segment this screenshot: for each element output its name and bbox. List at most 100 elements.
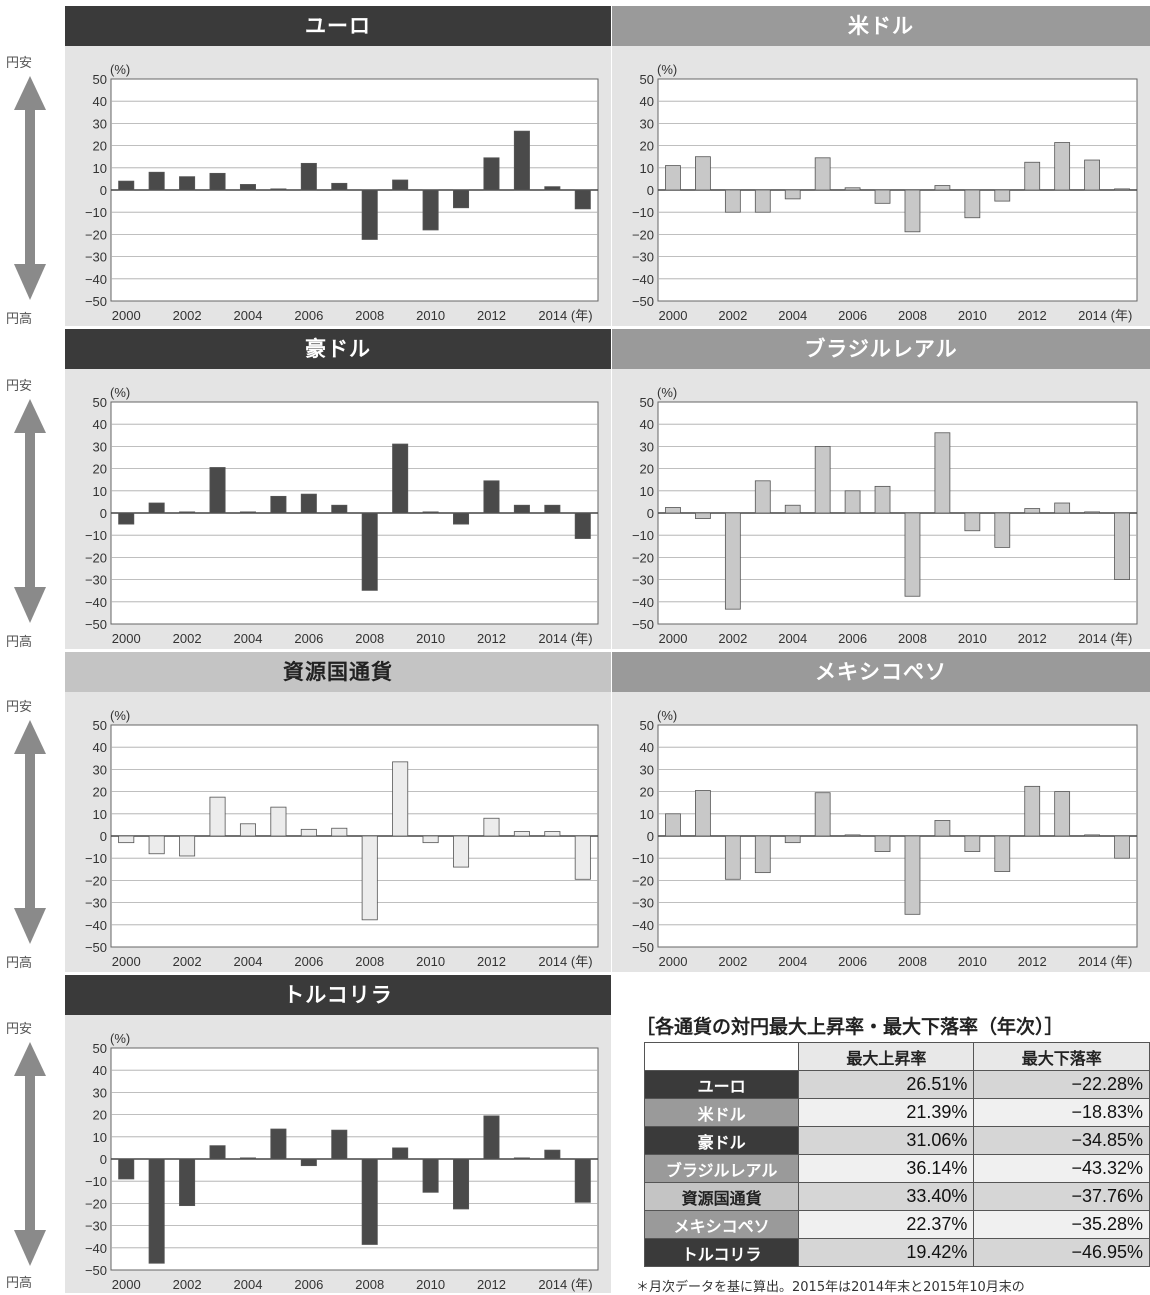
y-tick-label: 50 xyxy=(93,72,107,87)
y-axis-unit: (%) xyxy=(110,62,130,77)
bar xyxy=(300,828,317,837)
table-header-max-rise: 最大上昇率 xyxy=(798,1042,975,1071)
bar xyxy=(300,1158,317,1167)
x-tick-label: 2006 xyxy=(294,1277,323,1292)
bar xyxy=(209,467,226,514)
bar xyxy=(300,493,317,514)
bar xyxy=(904,189,921,233)
y-tick-label: 10 xyxy=(93,484,107,499)
x-tick-label: 2012 xyxy=(477,1277,506,1292)
bar xyxy=(453,835,470,868)
chart-title: 資源国通貨 xyxy=(65,652,611,692)
x-tick-label: 2004 xyxy=(234,1277,263,1292)
y-tick-label: 50 xyxy=(93,395,107,410)
x-tick-label: 2010 xyxy=(416,631,445,646)
bar xyxy=(934,432,951,514)
x-tick-label: 2012 xyxy=(1018,308,1047,323)
bar xyxy=(874,485,891,514)
x-tick-label: 2014 (年) xyxy=(1078,308,1132,323)
x-tick-label: 2014 (年) xyxy=(538,954,592,969)
bar xyxy=(544,504,561,514)
bar xyxy=(118,835,135,844)
bar xyxy=(331,1129,348,1160)
y-tick-label: −40 xyxy=(632,272,654,287)
bar xyxy=(179,176,196,191)
bar xyxy=(453,189,470,209)
bar xyxy=(148,1158,165,1264)
x-tick-label: 2012 xyxy=(1018,631,1047,646)
double-arrow-icon xyxy=(14,76,46,300)
y-tick-label: 20 xyxy=(640,139,654,154)
y-tick-label: −40 xyxy=(85,595,107,610)
row-max-rise: 33.40% xyxy=(798,1182,975,1211)
y-axis-unit: (%) xyxy=(110,385,130,400)
table-header-max-fall: 最大下落率 xyxy=(973,1042,1150,1071)
y-tick-label: 20 xyxy=(93,462,107,477)
x-tick-label: 2008 xyxy=(898,954,927,969)
y-tick-label: −20 xyxy=(632,873,654,888)
chart-panel-aud: 豪ドル 50 40 30 20 10 0 −10 −20 −30 −40 −50 (%) 2000 200… xyxy=(65,329,611,649)
bar xyxy=(118,180,135,191)
bar xyxy=(784,835,801,844)
x-tick-label: 2000 xyxy=(112,631,141,646)
bar xyxy=(934,185,951,191)
y-tick-label: −50 xyxy=(85,1263,107,1278)
bar xyxy=(361,1158,378,1245)
row-currency-name: トルコリラ xyxy=(643,1238,800,1267)
y-tick-label: −40 xyxy=(632,595,654,610)
bar xyxy=(361,835,378,921)
row-max-fall: −43.32% xyxy=(973,1154,1150,1183)
bar xyxy=(844,187,861,191)
y-tick-label: 20 xyxy=(640,462,654,477)
bar xyxy=(1024,785,1041,837)
bar xyxy=(754,189,771,213)
x-tick-label: 2002 xyxy=(718,631,747,646)
bar xyxy=(209,796,226,837)
table-title: ［各通貨の対円最大上昇率・最大下落率（年次）］ xyxy=(636,1016,1064,1038)
x-tick-label: 2010 xyxy=(958,308,987,323)
bar xyxy=(392,179,409,191)
y-tick-label: 10 xyxy=(93,161,107,176)
y-tick-label: 50 xyxy=(640,718,654,733)
chart-panel-try: トルコリラ 50 40 30 20 10 0 −10 −20 −30 −40 −50 (%) 2000 2… xyxy=(65,975,611,1293)
x-tick-label: 2004 xyxy=(234,631,263,646)
x-tick-label: 2002 xyxy=(718,308,747,323)
bar xyxy=(844,834,861,837)
row-max-rise: 31.06% xyxy=(798,1126,975,1155)
y-tick-label: 0 xyxy=(100,506,107,521)
x-tick-label: 2002 xyxy=(718,954,747,969)
y-tick-label: 40 xyxy=(640,417,654,432)
side-scale-2: 円安 円高 xyxy=(0,373,60,653)
x-tick-label: 2000 xyxy=(659,954,688,969)
bar xyxy=(239,511,256,514)
chart-panel-mxn: メキシコペソ 50 40 30 20 10 0 −10 −20 −30 −40 −50 (%) 2000… xyxy=(612,652,1150,972)
y-tick-label: −50 xyxy=(632,940,654,955)
y-tick-label: 20 xyxy=(93,785,107,800)
bar xyxy=(361,512,378,591)
x-tick-label: 2006 xyxy=(838,308,867,323)
x-tick-label: 2004 xyxy=(234,954,263,969)
x-tick-label: 2014 (年) xyxy=(1078,954,1132,969)
y-tick-label: −20 xyxy=(85,550,107,565)
y-tick-label: −10 xyxy=(632,528,654,543)
x-tick-label: 2002 xyxy=(173,308,202,323)
x-tick-label: 2008 xyxy=(355,1277,384,1292)
y-tick-label: −10 xyxy=(85,528,107,543)
bar xyxy=(118,512,135,525)
x-tick-label: 2006 xyxy=(294,308,323,323)
y-tick-label: −20 xyxy=(632,227,654,242)
summary-table: 最大上昇率 最大下落率 ユーロ 26.51% −22.28% 米ドル 21.39% −18… xyxy=(643,1042,1150,1267)
y-tick-label: 30 xyxy=(93,762,107,777)
bar xyxy=(574,189,591,210)
row-currency-name: メキシコペソ xyxy=(643,1210,800,1239)
table-header-blank xyxy=(643,1042,800,1071)
side-label-yen-weak: 円安 xyxy=(6,1022,33,1037)
y-tick-label: −10 xyxy=(85,851,107,866)
y-tick-label: 10 xyxy=(640,807,654,822)
bar xyxy=(665,813,681,837)
bar xyxy=(544,831,561,837)
